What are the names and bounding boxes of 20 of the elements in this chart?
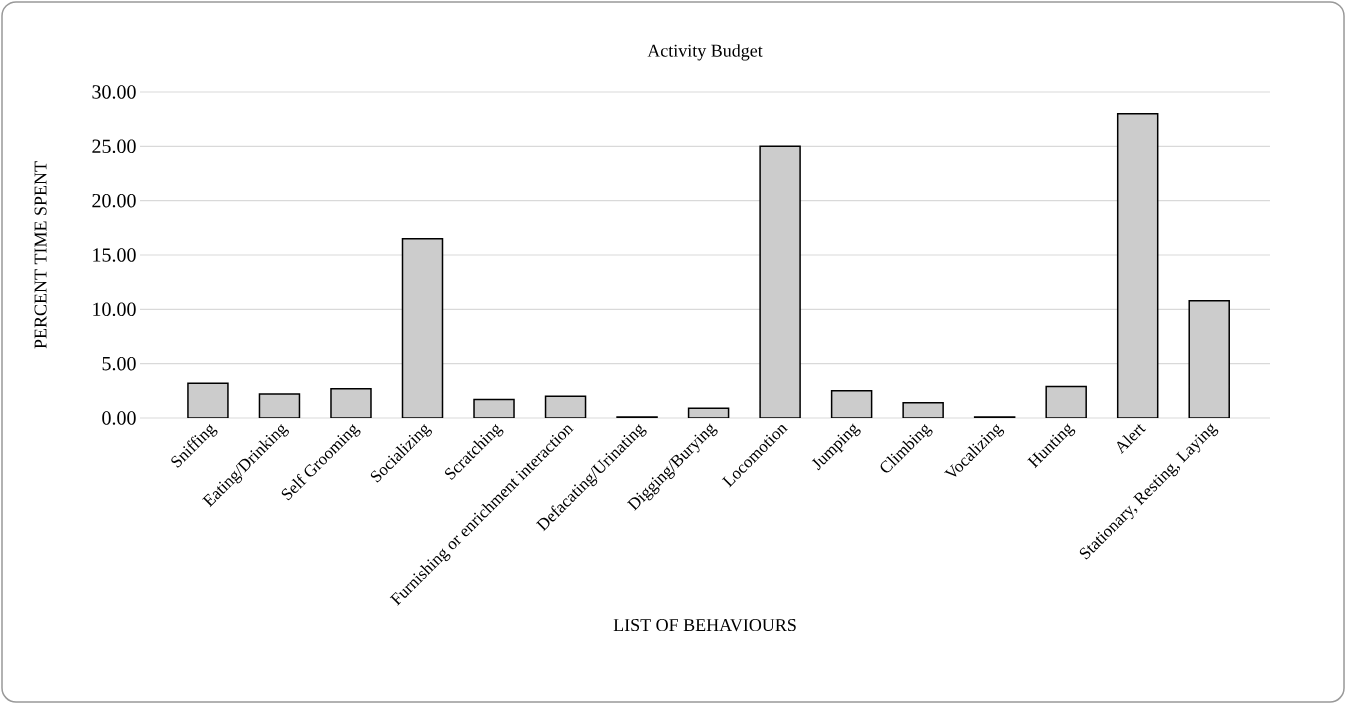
- bar: [187, 383, 228, 418]
- bar: [402, 238, 443, 418]
- bar: [831, 390, 872, 418]
- bar: [1046, 386, 1087, 418]
- y-tick-label: 15.00: [93, 248, 136, 262]
- y-tick-label: 25.00: [92, 139, 136, 154]
- y-tick-label: 5.00: [102, 356, 136, 371]
- y-tick-label: 20.00: [92, 193, 136, 208]
- bar: [1188, 299, 1230, 418]
- y-tick-label: 30.00: [92, 85, 136, 99]
- y-tick-label: 10.00: [93, 302, 136, 317]
- y-tick-label: 0.00: [102, 411, 136, 425]
- bar: [330, 388, 371, 418]
- x-axis-title: LIST OF BEHAVIOURS: [613, 618, 796, 632]
- bar: [1117, 113, 1158, 418]
- bar: [760, 146, 801, 418]
- y-axis-title: PERCENT TIME SPENT: [34, 161, 47, 349]
- bar: [259, 394, 300, 418]
- bar: [545, 396, 586, 418]
- chart-title: Activity Budget: [647, 44, 763, 61]
